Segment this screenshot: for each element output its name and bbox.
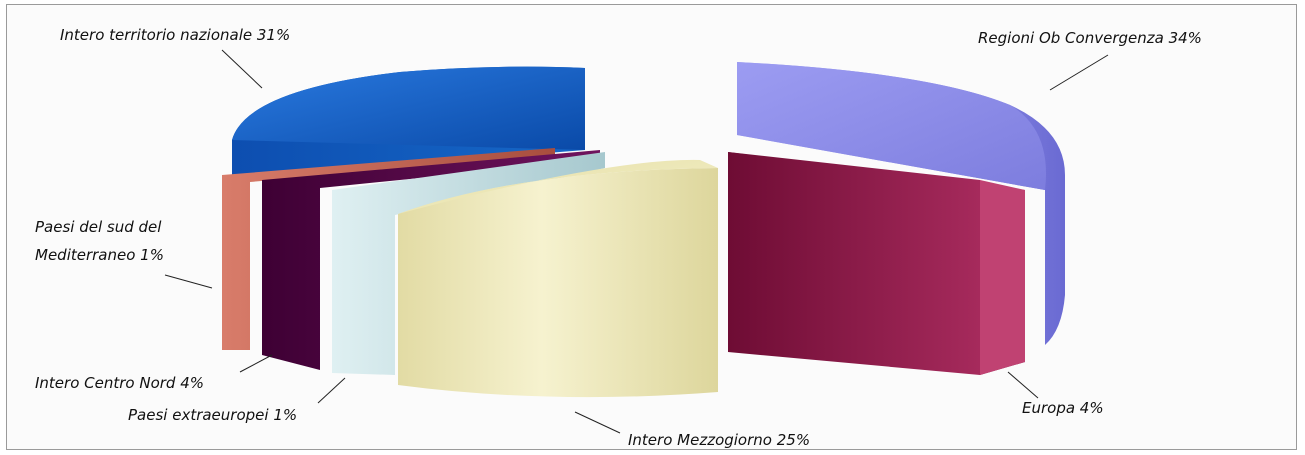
- slice-europa: [728, 152, 1025, 375]
- slice-intero-centro-nord: [262, 150, 600, 370]
- slice-regioni-ob-convergenza: [737, 62, 1065, 345]
- leader-line-intero-mezzogiorno: [574, 411, 621, 434]
- leader-line-europa: [1007, 371, 1039, 399]
- leader-line-paesi-sud-med: [164, 274, 213, 289]
- label-intero-mezzogiorno: Intero Mezzogiorno 25%: [628, 431, 810, 449]
- label-europa: Europa 4%: [1022, 399, 1104, 417]
- label-intero-territorio-nazionale: Intero territorio nazionale 31%: [60, 26, 290, 44]
- leader-line-intero-centro-nord: [239, 354, 273, 373]
- label-paesi-extraeuropei: Paesi extraeuropei 1%: [128, 406, 297, 424]
- label-regioni-ob-convergenza: Regioni Ob Convergenza 34%: [978, 29, 1202, 47]
- leader-line-intero-territorio: [221, 49, 263, 89]
- slice-paesi-extraeuropei: [332, 152, 605, 375]
- slice-intero-mezzogiorno: [398, 159, 718, 398]
- label-paesi-sud-line1: Paesi del sud del: [35, 218, 162, 236]
- slice-intero-territorio-nazionale: [232, 66, 585, 178]
- slice-labels: Intero territorio nazionale 31% Regioni …: [35, 26, 1202, 449]
- leader-line-regioni-ob: [1049, 54, 1109, 91]
- label-paesi-sud-line2: Mediterraneo 1%: [35, 246, 164, 264]
- leader-lines: [164, 49, 1109, 434]
- leader-line-paesi-extraeuropei: [317, 377, 346, 404]
- label-intero-centro-nord: Intero Centro Nord 4%: [35, 374, 204, 392]
